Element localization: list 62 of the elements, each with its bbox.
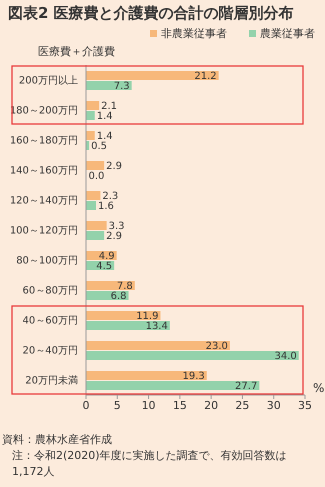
x-tick-label: 5 [114, 398, 121, 412]
bar [86, 161, 104, 170]
y-tick-label: 160～180万円 [10, 136, 78, 147]
data-label: 4.5 [96, 261, 112, 272]
bar [86, 111, 95, 120]
x-axis-title: % [313, 381, 324, 395]
legend-label: 非農業従事者 [161, 26, 227, 41]
x-tick-label: 15 [172, 398, 187, 412]
y-tick-label: 20～40万円 [22, 346, 78, 357]
bar [86, 371, 207, 380]
data-label: 13.4 [146, 321, 168, 332]
data-label: 0.5 [91, 141, 108, 152]
data-label: 7.3 [114, 81, 130, 92]
x-tick-label: 25 [235, 398, 250, 412]
x-tick-label: 30 [266, 398, 281, 412]
y-tick-label: 120～140万円 [10, 196, 78, 207]
bar [86, 341, 230, 350]
data-label: 1.4 [96, 111, 113, 122]
data-label: 34.0 [274, 351, 297, 362]
y-tick-label: 140～160万円 [10, 166, 78, 177]
bar [86, 321, 170, 330]
bar [86, 351, 299, 360]
bar [86, 311, 160, 320]
text: 資料：農林水産省作成 [2, 432, 112, 447]
x-tick-label: 0 [82, 398, 90, 412]
y-tick-label: 80～100万円 [16, 256, 78, 267]
data-label: 0.0 [88, 171, 104, 182]
y-axis-title: 医療費＋介護費 [38, 44, 115, 59]
data-label: 1.4 [96, 131, 113, 142]
data-label: 2.3 [102, 191, 118, 202]
x-tick-label: 10 [142, 398, 156, 412]
data-label: 4.9 [98, 251, 115, 262]
x-tick-label: 35 [298, 398, 312, 412]
x-tick-label: 20 [204, 398, 218, 412]
bar [86, 71, 219, 80]
data-label: 2.9 [106, 231, 122, 242]
bar [86, 221, 107, 230]
y-tick-label: 20万円未満 [25, 374, 78, 387]
data-label: 2.9 [106, 161, 122, 172]
bar [86, 201, 96, 210]
y-tick-label: 40～60万円 [22, 316, 78, 327]
data-label: 19.3 [182, 371, 205, 382]
bar [86, 231, 104, 240]
y-tick-label: 100～120万円 [10, 226, 78, 237]
data-label: 27.7 [235, 381, 258, 392]
y-tick-label: 60～80万円 [22, 286, 78, 297]
bar [86, 191, 100, 200]
data-label: 7.8 [116, 281, 133, 292]
text: 注：令和2(2020)年度に実施した調査で、有効回答数は1,172人 [12, 448, 288, 480]
bar [86, 131, 95, 140]
bar [86, 101, 100, 110]
data-label: 23.0 [206, 341, 228, 352]
data-label: 3.3 [108, 221, 125, 232]
data-label: 21.2 [194, 71, 217, 82]
data-label: 1.6 [98, 201, 114, 212]
y-tick-label: 200万円以上 [18, 74, 78, 87]
data-label: 11.9 [136, 311, 158, 322]
data-label: 2.1 [101, 101, 118, 112]
chart-title: 図表2 医療費と介護費の合計の階層別分布 [8, 4, 294, 23]
data-label: 6.8 [110, 291, 127, 302]
legend-label: 農業従事者 [260, 26, 315, 41]
bar [86, 381, 260, 390]
